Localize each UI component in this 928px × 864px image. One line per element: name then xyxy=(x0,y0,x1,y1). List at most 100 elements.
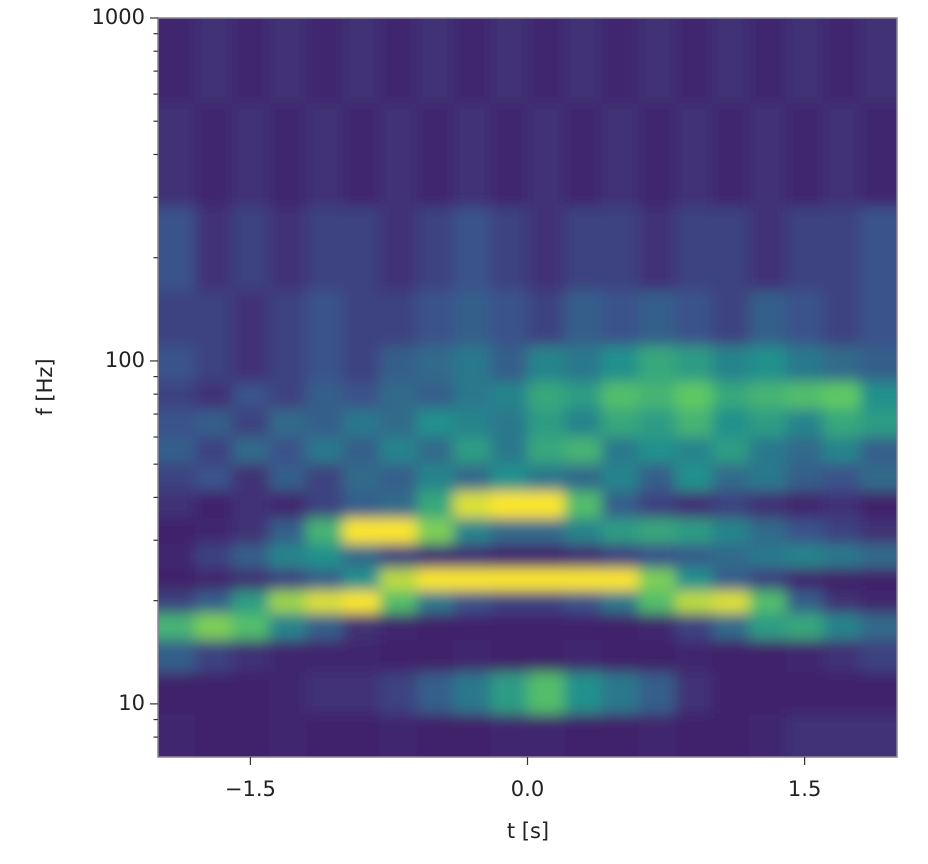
heatmap-cell xyxy=(342,671,381,714)
heatmap-cell xyxy=(527,639,565,673)
heatmap-cell xyxy=(860,206,897,291)
heatmap-cell xyxy=(823,639,861,673)
y-tick-label: 100 xyxy=(105,348,145,372)
heatmap-cell xyxy=(601,463,639,492)
heatmap-cell xyxy=(194,102,233,207)
heatmap-cell xyxy=(158,671,196,714)
heatmap-cell xyxy=(823,567,861,591)
heatmap-cell xyxy=(638,567,676,591)
heatmap-cell xyxy=(379,436,418,464)
heatmap-cell xyxy=(823,436,861,464)
heatmap-cell xyxy=(786,18,824,104)
heatmap-cell xyxy=(453,543,492,569)
heatmap-cell xyxy=(158,517,196,544)
heatmap-cell xyxy=(490,345,528,382)
heatmap-cell xyxy=(675,408,713,437)
heatmap-cell xyxy=(749,18,787,104)
heatmap-cell xyxy=(564,289,602,346)
heatmap-cell xyxy=(527,436,565,464)
heatmap-cell xyxy=(675,18,713,104)
heatmap-cell xyxy=(268,543,307,569)
heatmap-cell xyxy=(305,612,344,640)
heatmap-cell xyxy=(527,671,565,714)
heatmap-cell xyxy=(453,436,492,464)
heatmap-cell xyxy=(638,517,676,544)
heatmap-cell xyxy=(786,463,824,492)
heatmap-cell xyxy=(342,381,381,409)
heatmap-cell xyxy=(453,463,492,492)
heatmap-cell xyxy=(231,567,270,591)
heatmap-cell xyxy=(638,612,676,640)
heatmap-cell xyxy=(712,612,750,640)
heatmap-cell xyxy=(379,206,418,291)
heatmap-cell xyxy=(712,408,750,437)
heatmap-cell xyxy=(712,671,750,714)
heatmap-cell xyxy=(675,543,713,569)
heatmap-cell xyxy=(490,436,528,464)
heatmap-cell xyxy=(749,408,787,437)
heatmap-cell xyxy=(527,543,565,569)
heatmap-cell xyxy=(231,436,270,464)
heatmap-cell xyxy=(453,639,492,673)
heatmap-cell xyxy=(749,463,787,492)
heatmap-cell xyxy=(712,639,750,673)
heatmap-cell xyxy=(675,567,713,591)
heatmap-cell xyxy=(527,567,565,591)
heatmap-cell xyxy=(194,408,233,437)
heatmap-cell xyxy=(342,289,381,346)
heatmap-cell xyxy=(305,567,344,591)
heatmap-cell xyxy=(490,408,528,437)
heatmap-cell xyxy=(194,18,233,104)
heatmap-cell xyxy=(305,543,344,569)
heatmap-cell xyxy=(527,590,565,614)
heatmap-cell xyxy=(527,206,565,291)
heatmap-cell xyxy=(786,381,824,409)
heatmap-cell xyxy=(564,517,602,544)
x-tick-label: −1.5 xyxy=(225,777,276,801)
heatmap-cell xyxy=(379,345,418,382)
heatmap-cell xyxy=(379,671,418,714)
heatmap-cell xyxy=(158,102,196,207)
heatmap-cell xyxy=(342,490,381,519)
heatmap-cell xyxy=(379,567,418,591)
heatmap-cell xyxy=(860,543,897,569)
heatmap-cell xyxy=(564,671,602,714)
heatmap-cell xyxy=(490,612,528,640)
heatmap-cell xyxy=(416,102,455,207)
heatmap-cell xyxy=(194,713,233,757)
heatmap-cell xyxy=(860,517,897,544)
heatmap-cell xyxy=(860,408,897,437)
heatmap-cell xyxy=(158,436,196,464)
heatmap-cell xyxy=(786,612,824,640)
heatmap-cell xyxy=(416,436,455,464)
heatmap-cell xyxy=(342,713,381,757)
heatmap-cell xyxy=(638,490,676,519)
heatmap-cell xyxy=(527,102,565,207)
heatmap-cell xyxy=(675,517,713,544)
heatmap-cell xyxy=(158,713,196,757)
heatmap-cell xyxy=(638,408,676,437)
heatmap-cell xyxy=(564,567,602,591)
heatmap-cell xyxy=(712,713,750,757)
heatmap-cell xyxy=(860,567,897,591)
heatmap-cell xyxy=(268,289,307,346)
heatmap-cell xyxy=(860,612,897,640)
heatmap-cell xyxy=(601,102,639,207)
heatmap-cell xyxy=(638,590,676,614)
heatmap-cell xyxy=(342,436,381,464)
heatmap-cell xyxy=(490,671,528,714)
heatmap-cell xyxy=(564,206,602,291)
heatmap-cell xyxy=(490,639,528,673)
heatmap-cell xyxy=(342,206,381,291)
heatmap-cell xyxy=(231,543,270,569)
heatmap-cell xyxy=(453,612,492,640)
heatmap-cell xyxy=(416,517,455,544)
heatmap-cell xyxy=(379,102,418,207)
heatmap-cell xyxy=(749,436,787,464)
heatmap-cell xyxy=(453,345,492,382)
heatmap-cell xyxy=(749,671,787,714)
heatmap-cell xyxy=(268,408,307,437)
heatmap-cell xyxy=(823,381,861,409)
heatmap-cell xyxy=(638,289,676,346)
heatmap-cell xyxy=(268,345,307,382)
